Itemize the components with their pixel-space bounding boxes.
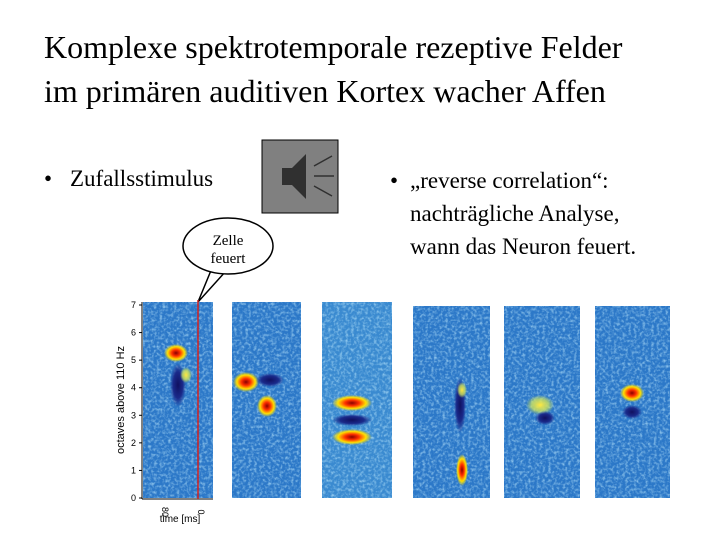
spectrograms (143, 302, 670, 498)
y-axis-label: octaves above 110 Hz (115, 346, 127, 454)
bubble-text: feuert (211, 251, 247, 267)
y-tick-label: 3 (131, 410, 136, 420)
bullet-text: nachträgliche Analyse, (410, 201, 619, 226)
title-line: Komplexe spektrotemporale rezeptive Feld… (44, 29, 623, 65)
y-tick-label: 6 (131, 328, 136, 338)
y-tick-label: 1 (131, 465, 136, 475)
y-tick-label: 0 (131, 493, 136, 503)
y-tick-label: 2 (131, 438, 136, 448)
speaker-icon[interactable] (261, 139, 339, 214)
bullet-text: „reverse correlation“: (410, 168, 609, 193)
bullet-marker: • (390, 168, 398, 193)
bullet-text: Zufallsstimulus (70, 166, 213, 191)
y-tick-label: 7 (131, 300, 136, 310)
x-tick-label: 0 (196, 509, 206, 514)
bullet-marker: • (44, 166, 52, 191)
y-tick-label: 4 (131, 383, 136, 393)
x-tick-label: 80 (160, 507, 170, 517)
title-line: im primären auditiven Kortex wacher Affe… (44, 73, 606, 109)
speech-bubble (182, 217, 274, 303)
y-tick-label: 5 (131, 355, 136, 365)
bubble-text: Zelle (213, 233, 244, 249)
bullet-text: wann das Neuron feuert. (410, 234, 636, 259)
axes (141, 302, 213, 500)
x-axis-label: time [ms] (160, 514, 201, 525)
